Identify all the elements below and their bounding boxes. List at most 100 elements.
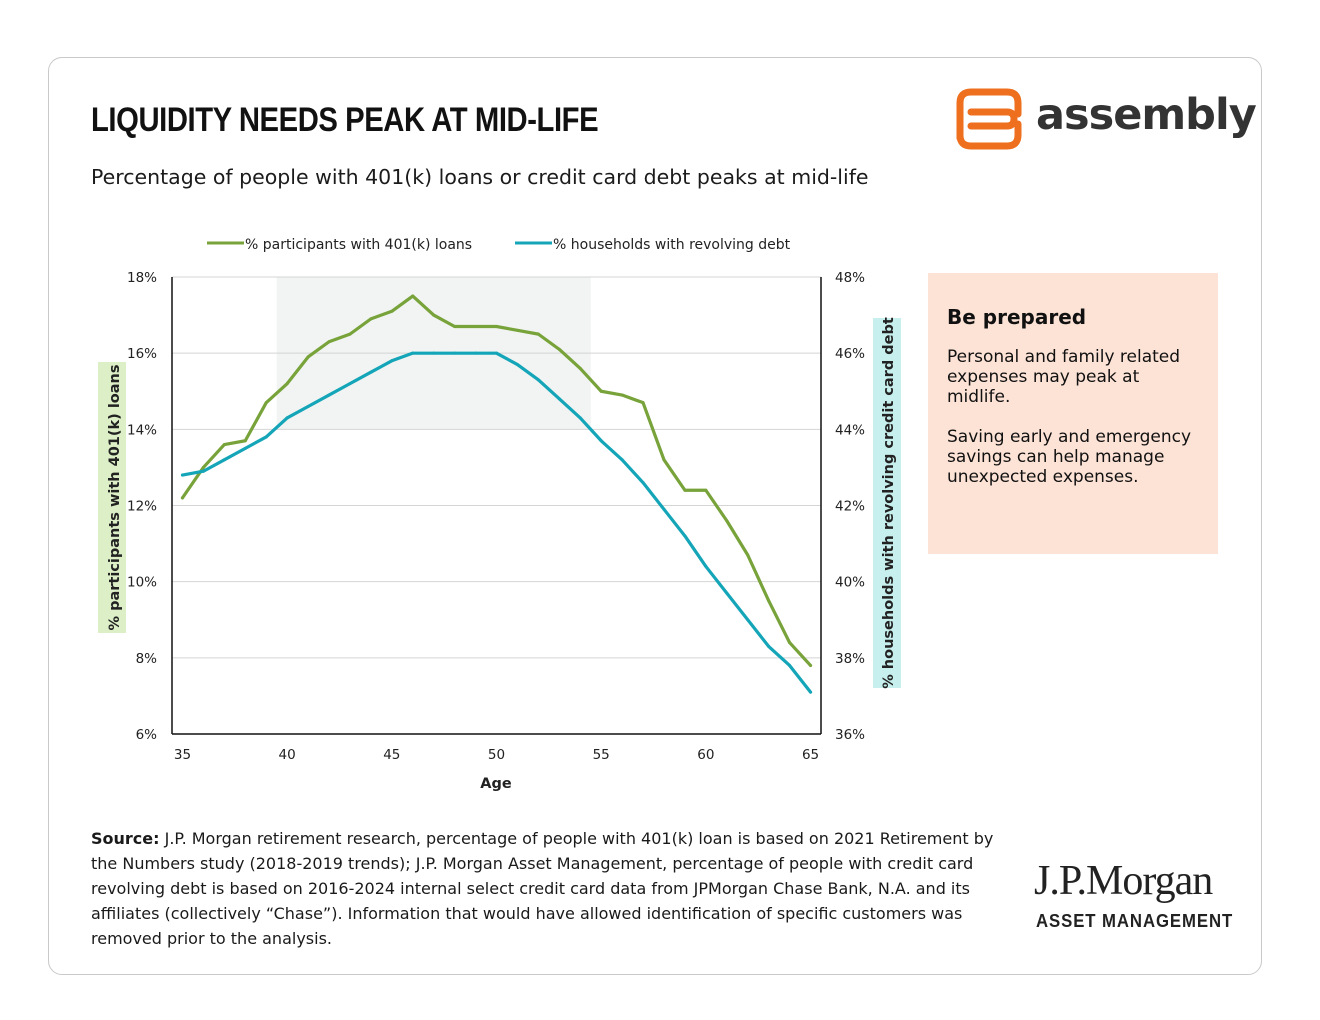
y-axis-left-title: % participants with 401(k) loans [107,364,123,630]
chart-legend: % participants with 401(k) loans % house… [207,237,791,253]
x-tick-label: 40 [279,747,296,763]
point-401k-loans [327,340,331,344]
page-title: LIQUIDITY NEEDS PEAK AT MID-LIFE [91,101,599,139]
x-tick-label: 50 [488,747,505,763]
jpmorgan-subtitle: ASSET MANAGEMENT [1036,911,1234,931]
point-revolving-debt [662,507,666,511]
y-axis-right-title-bg [873,318,901,688]
point-401k-loans [264,401,268,405]
point-revolving-debt [495,351,498,355]
point-401k-loans [809,663,813,667]
point-revolving-debt [515,363,519,367]
y-tick-label-left: 10% [127,575,157,591]
point-401k-loans [369,317,373,321]
point-401k-loans [788,641,792,645]
x-tick-labels: 35 40 45 50 55 60 65 [174,747,819,763]
point-401k-loans [390,309,394,313]
point-revolving-debt [599,439,603,443]
y-tick-label-right: 44% [835,422,865,438]
y-axis-left-title-bg [98,362,126,633]
point-401k-loans [725,519,729,523]
assembly-brand: assembly [956,88,1257,150]
point-401k-loans [515,328,519,332]
y-tick-label-right: 46% [835,346,865,362]
y-tick-label-right: 36% [835,727,865,743]
point-401k-loans [306,355,310,359]
y-tick-label-left: 8% [136,651,158,667]
point-401k-loans [495,325,498,329]
y-tick-label-left: 14% [127,422,157,438]
legend-label-401k-loans: % participants with 401(k) loans [245,237,472,253]
point-revolving-debt [306,404,310,408]
point-revolving-debt [285,416,289,420]
y-tick-label-left: 16% [127,346,157,362]
point-revolving-debt [788,663,792,667]
x-axis-title: Age [480,776,512,792]
point-401k-loans [683,488,687,492]
y-tick-label-right: 38% [835,651,865,667]
point-revolving-debt [432,351,436,355]
y-tick-labels-right: 36% 38% 40% 42% 44% 46% 48% [835,270,865,743]
point-401k-loans [432,313,436,317]
point-revolving-debt [222,458,226,462]
point-revolving-debt [348,382,352,386]
be-prepared-text-1: Personal and family related expenses may… [947,347,1181,407]
point-revolving-debt [411,351,415,355]
x-tick-label: 65 [802,747,819,763]
point-401k-loans [641,401,645,405]
series-points [180,294,813,694]
y-tick-label-right: 48% [835,270,865,286]
point-revolving-debt [725,591,729,595]
be-prepared-title: Be prepared [947,305,1087,329]
legend-label-revolving-debt: % households with revolving debt [553,237,791,253]
point-401k-loans [620,393,624,397]
source-note: Source: J.P. Morgan retirement research,… [91,826,1021,951]
y-tick-labels-left: 6% 8% 10% 12% 14% 16% 18% [127,270,157,743]
x-tick-label: 45 [383,747,400,763]
point-revolving-debt [746,618,750,622]
y-tick-label-right: 40% [835,575,865,591]
source-text: J.P. Morgan retirement research, percent… [91,829,994,948]
point-revolving-debt [536,378,540,382]
point-401k-loans [411,294,415,298]
point-401k-loans [348,332,352,336]
point-revolving-debt [767,644,771,648]
jpmorgan-wordmark: J.P.Morgan [1034,858,1213,904]
point-revolving-debt [474,351,478,355]
point-401k-loans [746,553,750,557]
point-revolving-debt [453,351,457,355]
y-tick-label-right: 42% [835,499,865,515]
point-401k-loans [599,389,603,393]
point-revolving-debt [327,393,331,397]
point-revolving-debt [369,370,373,374]
assembly-wordmark: assembly [1036,90,1257,140]
point-revolving-debt [809,690,813,694]
point-401k-loans [243,439,247,443]
point-revolving-debt [390,359,394,363]
point-revolving-debt [620,458,624,462]
be-prepared-text-2: Saving early and emergency savings can h… [947,427,1192,487]
point-401k-loans [180,496,184,500]
point-revolving-debt [704,564,708,568]
page-subtitle: Percentage of people with 401(k) loans o… [91,165,869,189]
assembly-logo-icon [956,88,1022,150]
point-401k-loans [767,599,771,603]
point-401k-loans [474,325,478,329]
point-revolving-debt [243,446,247,450]
point-revolving-debt [557,397,561,401]
y-tick-label-left: 6% [136,727,158,743]
gridlines [172,276,821,659]
point-revolving-debt [683,534,687,538]
x-tick-label: 55 [593,747,610,763]
point-revolving-debt [180,473,184,477]
x-tick-label: 35 [174,747,191,763]
point-401k-loans [704,488,708,492]
y-tick-label-left: 18% [127,270,157,286]
point-revolving-debt [264,435,268,439]
point-revolving-debt [201,469,205,473]
point-401k-loans [222,443,226,447]
point-401k-loans [453,325,457,329]
point-401k-loans [662,458,666,462]
point-401k-loans [285,382,289,386]
be-prepared-box: Be prepared Personal and family related … [928,273,1218,554]
